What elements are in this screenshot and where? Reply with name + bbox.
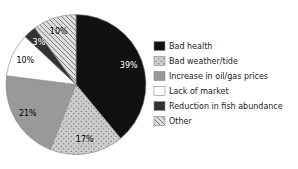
legend-swatch: [154, 87, 165, 96]
legend-swatch: [154, 72, 165, 81]
data-label: 21%: [19, 109, 37, 118]
data-label: 17%: [76, 135, 94, 144]
data-label: 10%: [16, 56, 34, 65]
legend-swatch: [154, 57, 165, 66]
data-label: 10%: [50, 27, 68, 36]
legend-swatch: [154, 42, 165, 51]
pie-slice: [6, 76, 76, 150]
pie-slice: [35, 15, 76, 85]
legend-label: Lack of market: [169, 87, 229, 96]
legend-swatch: [154, 102, 165, 111]
legend: Bad health Bad weather/tide Increase in oi…: [154, 42, 283, 126]
legend-label: Other: [169, 117, 192, 126]
legend-label: Increase in oil/gas prices: [169, 72, 268, 81]
chart-container: 39% 17% 21% 10% 3% 10% Bad health Bad weather/t…: [0, 0, 298, 169]
legend-label: Bad weather/tide: [169, 57, 238, 66]
slices: [6, 15, 146, 155]
legend-label: Bad health: [169, 42, 212, 51]
data-labels: 39% 17% 21% 10% 3% 10%: [16, 27, 138, 145]
pie-chart: 39% 17% 21% 10% 3% 10% Bad health Bad weather/t…: [0, 0, 298, 169]
data-label: 39%: [120, 61, 138, 70]
data-label: 3%: [33, 38, 46, 47]
legend-swatch: [154, 117, 165, 126]
legend-label: Reduction in fish abundance: [169, 102, 283, 111]
